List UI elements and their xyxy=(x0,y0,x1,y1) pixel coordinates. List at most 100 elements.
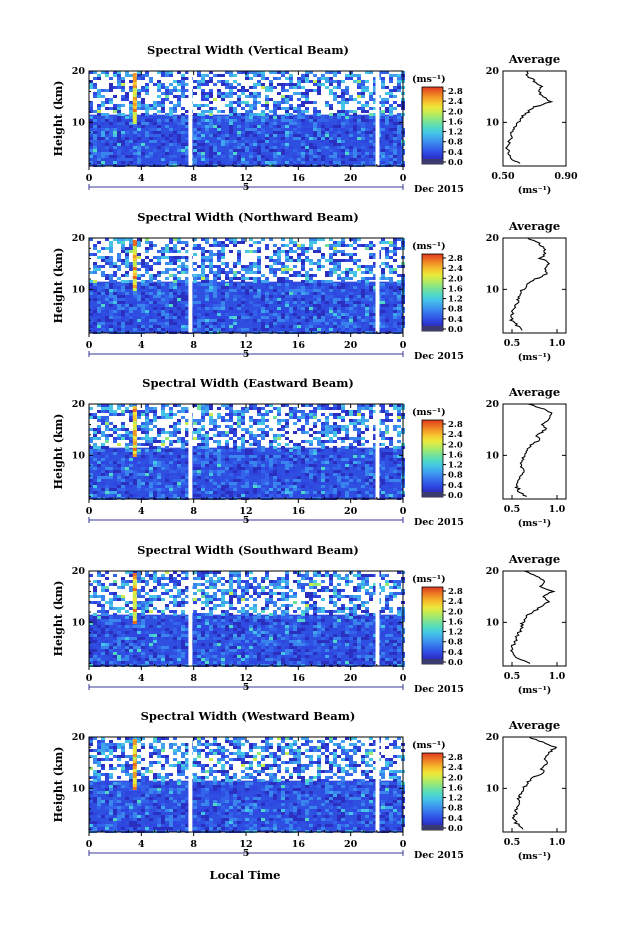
heatmap-cell xyxy=(257,289,261,292)
heatmap-cell xyxy=(257,443,261,446)
heatmap-cell xyxy=(181,107,185,110)
heatmap-cell xyxy=(149,419,153,422)
heatmap-cell xyxy=(253,304,257,307)
heatmap-cell xyxy=(285,101,289,104)
heatmap-cell xyxy=(241,446,245,449)
heatmap-cell xyxy=(265,301,269,304)
colorbar-tick-label: 0.0 xyxy=(448,325,463,335)
heatmap-cell xyxy=(233,488,237,491)
heatmap-cell xyxy=(221,155,225,158)
heatmap-cell xyxy=(305,71,309,74)
heatmap-cell xyxy=(301,461,305,464)
heatmap-cell xyxy=(205,404,209,407)
heatmap-cell xyxy=(369,289,373,292)
heatmap-cell xyxy=(345,131,349,134)
heatmap-cell xyxy=(341,473,345,476)
heatmap-cell xyxy=(193,482,197,485)
heatmap-cell xyxy=(149,328,153,331)
heatmap-cell xyxy=(217,470,221,473)
heatmap-cell xyxy=(165,413,169,416)
heatmap-cell xyxy=(233,443,237,446)
heatmap-cell xyxy=(105,470,109,473)
heatmap-cell xyxy=(349,419,353,422)
heatmap-cell xyxy=(149,437,153,440)
heatmap-cell xyxy=(161,86,165,89)
heatmap-cell xyxy=(93,247,97,250)
heatmap-cell xyxy=(181,455,185,458)
heatmap-cell xyxy=(305,295,309,298)
heatmap-cell xyxy=(129,146,133,149)
heatmap-cell xyxy=(293,494,297,497)
heatmap-cell xyxy=(357,574,361,577)
heatmap-cell xyxy=(373,286,377,289)
heatmap-cell xyxy=(381,268,385,271)
heatmap-cell xyxy=(113,131,117,134)
heatmap-cell xyxy=(329,289,333,292)
heatmap-cell xyxy=(365,404,369,407)
heatmap-cell xyxy=(345,101,349,104)
heatmap-cell xyxy=(285,461,289,464)
heatmap-cell xyxy=(397,410,401,413)
heatmap-cell xyxy=(341,161,345,164)
heatmap-cell xyxy=(185,419,189,422)
heatmap-cell xyxy=(301,137,305,140)
heatmap-cell xyxy=(132,94,137,97)
heatmap-cell xyxy=(253,86,257,89)
heatmap-cell xyxy=(125,95,129,98)
heatmap-cell xyxy=(101,104,105,107)
heatmap-cell xyxy=(349,110,353,113)
heatmap-cell xyxy=(165,437,169,440)
heatmap-cell xyxy=(249,458,253,461)
heatmap-cell xyxy=(237,152,241,155)
heatmap-cell xyxy=(333,250,337,253)
heatmap-cell xyxy=(237,104,241,107)
heatmap-cell xyxy=(213,310,217,313)
heatmap-cell xyxy=(265,101,269,104)
heatmap-cell xyxy=(229,250,233,253)
heatmap-cell xyxy=(101,455,105,458)
heatmap-cell xyxy=(133,295,137,298)
heatmap-cell xyxy=(265,473,269,476)
heatmap-cell xyxy=(317,455,321,458)
heatmap-cell xyxy=(213,482,217,485)
heatmap-cell xyxy=(221,110,225,113)
heatmap-cell xyxy=(173,298,177,301)
heatmap-cell xyxy=(381,482,385,485)
heatmap-cell xyxy=(145,107,149,110)
heatmap-cell xyxy=(217,119,221,122)
heatmap-cell xyxy=(369,574,373,577)
heatmap-cell xyxy=(89,238,93,241)
heatmap-cell xyxy=(173,80,177,83)
heatmap-cell xyxy=(261,577,265,580)
heatmap-cell xyxy=(193,452,197,455)
heatmap-cell xyxy=(389,161,393,164)
heatmap-cell xyxy=(165,247,169,250)
heatmap-cell xyxy=(325,574,329,577)
heatmap-cell xyxy=(101,479,105,482)
heatmap-cell xyxy=(145,449,149,452)
heatmap-cell xyxy=(337,119,341,122)
heatmap-cell xyxy=(125,322,129,325)
heatmap-cell xyxy=(345,110,349,113)
heatmap-cell xyxy=(209,325,213,328)
heatmap-cell xyxy=(313,143,317,146)
heatmap-cell xyxy=(361,146,365,149)
heatmap-cell xyxy=(149,77,153,80)
heatmap-cell xyxy=(381,467,385,470)
heatmap-cell xyxy=(333,488,337,491)
heatmap-cell xyxy=(305,77,309,80)
heatmap-cell xyxy=(201,256,205,259)
heatmap-cell xyxy=(237,134,241,137)
heatmap-cell xyxy=(121,485,125,488)
heatmap-cell xyxy=(132,243,137,246)
heatmap-cell xyxy=(297,479,301,482)
heatmap-cell xyxy=(261,86,265,89)
heatmap-cell xyxy=(273,470,277,473)
heatmap-cell xyxy=(193,295,197,298)
colorbar-tick-label: 0.8 xyxy=(448,305,463,315)
heatmap-cell xyxy=(157,325,161,328)
heatmap-cell xyxy=(389,485,393,488)
heatmap-cell xyxy=(229,107,233,110)
heatmap-cell xyxy=(241,428,245,431)
heatmap-cell xyxy=(185,122,189,125)
